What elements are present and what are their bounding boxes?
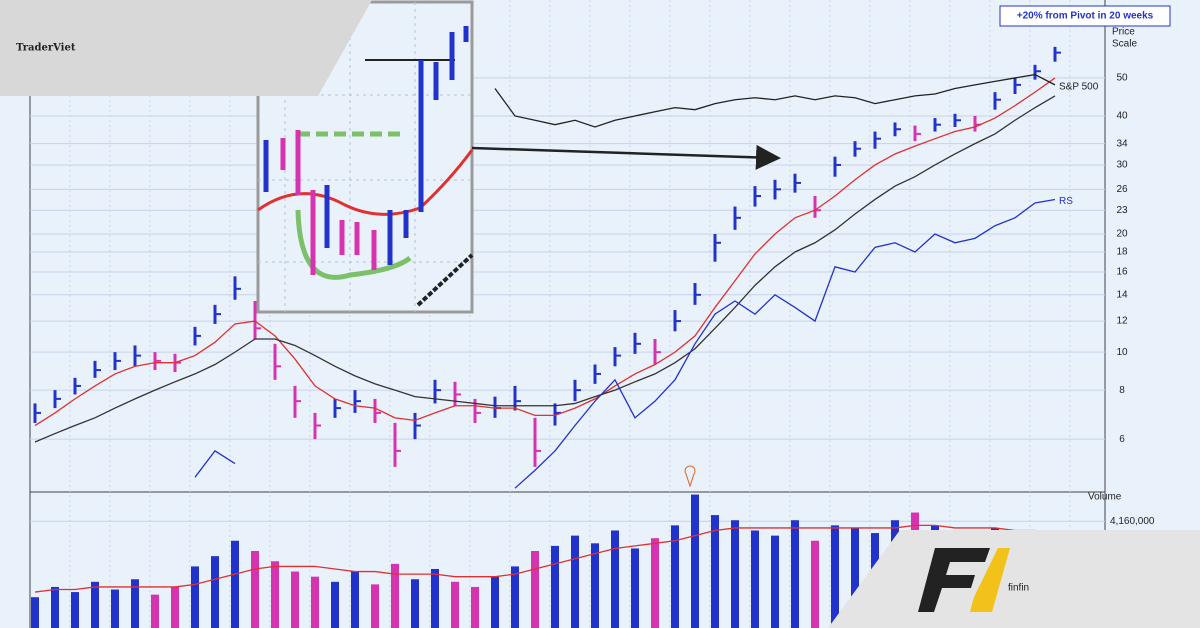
volume-bar <box>51 586 59 628</box>
volume-bar <box>771 535 779 628</box>
volume-bar <box>791 520 799 628</box>
volume-marker <box>684 465 696 488</box>
volume-bar <box>591 543 599 628</box>
volume-bar <box>711 515 719 628</box>
y-tick-label: 40 <box>1116 111 1128 122</box>
volume-bar <box>231 540 239 628</box>
y-tick-label: 20 <box>1116 229 1128 240</box>
volume-bar <box>251 551 259 628</box>
volume-bar <box>491 576 499 628</box>
volume-bar <box>611 530 619 628</box>
volume-average <box>34 524 1056 593</box>
volume-bar <box>351 571 359 628</box>
volume-bar <box>511 566 519 628</box>
volume-bar <box>151 594 159 628</box>
volume-bar <box>551 545 559 628</box>
volume-bar <box>471 586 479 628</box>
volume-bar <box>431 568 439 628</box>
volume-bar <box>851 527 859 628</box>
y-tick-label: 30 <box>1116 160 1128 171</box>
volume-bar <box>831 525 839 628</box>
volume-bar <box>411 579 419 628</box>
volume-bar <box>631 548 639 628</box>
volume-bar <box>371 584 379 628</box>
volume-bar <box>191 566 199 628</box>
logo-text: finfin <box>1008 583 1029 594</box>
price-panel <box>33 46 1061 489</box>
volume-bar <box>31 597 39 628</box>
y-tick-label: 50 <box>1116 73 1128 84</box>
y-tick-label: 23 <box>1116 205 1128 216</box>
y-tick-label: 34 <box>1116 138 1128 149</box>
volume-bar <box>211 556 219 628</box>
volume-bar <box>291 571 299 628</box>
y-tick-label: 8 <box>1119 385 1125 396</box>
logo-traderviet: TraderViet <box>0 0 372 96</box>
y-tick-label: 26 <box>1116 184 1128 195</box>
volume-bar <box>111 589 119 628</box>
line-series <box>194 198 1056 489</box>
volume-bar <box>271 561 279 628</box>
y-tick-label: 10 <box>1116 347 1128 358</box>
logo-text: TraderViet <box>16 43 76 54</box>
grid <box>30 0 1105 628</box>
annotation: +20% from Pivot in 20 weeks <box>1017 11 1154 22</box>
volume-bar <box>571 535 579 628</box>
volume-bar <box>331 581 339 628</box>
y-tick-label: 16 <box>1116 267 1128 278</box>
volume-bar <box>451 581 459 628</box>
volume-bar <box>731 520 739 628</box>
volume-bar <box>311 576 319 628</box>
volume-bar <box>811 540 819 628</box>
logo-finfin: finfin <box>828 530 1200 628</box>
volume-bar <box>691 494 699 628</box>
y-tick-label: 18 <box>1116 247 1128 258</box>
y-tick-label: 12 <box>1116 316 1128 327</box>
volume-bar <box>91 581 99 628</box>
line-series <box>34 77 1056 427</box>
y-axis-label: Price <box>1112 27 1135 38</box>
inset-arrow <box>471 144 781 170</box>
y-tick-label: 14 <box>1116 289 1128 300</box>
volume-bar <box>531 551 539 628</box>
line-label: S&P 500 <box>1059 82 1099 93</box>
y-tick-label: 6 <box>1119 434 1125 445</box>
y-tick-label: 4,160,000 <box>1110 516 1155 527</box>
y-axis-label: Scale <box>1112 39 1137 50</box>
volume-bar <box>751 530 759 628</box>
volume-bar <box>391 563 399 628</box>
volume-bar <box>131 579 139 628</box>
line-series <box>494 73 1056 128</box>
volume-bar <box>71 592 79 628</box>
volume-bar <box>671 525 679 628</box>
line-label: RS <box>1059 196 1073 207</box>
volume-label: Volume <box>1088 492 1122 503</box>
volume-bar <box>171 586 179 628</box>
annotation-box <box>999 5 1171 27</box>
line-series <box>34 95 1056 443</box>
volume-bar <box>651 538 659 628</box>
